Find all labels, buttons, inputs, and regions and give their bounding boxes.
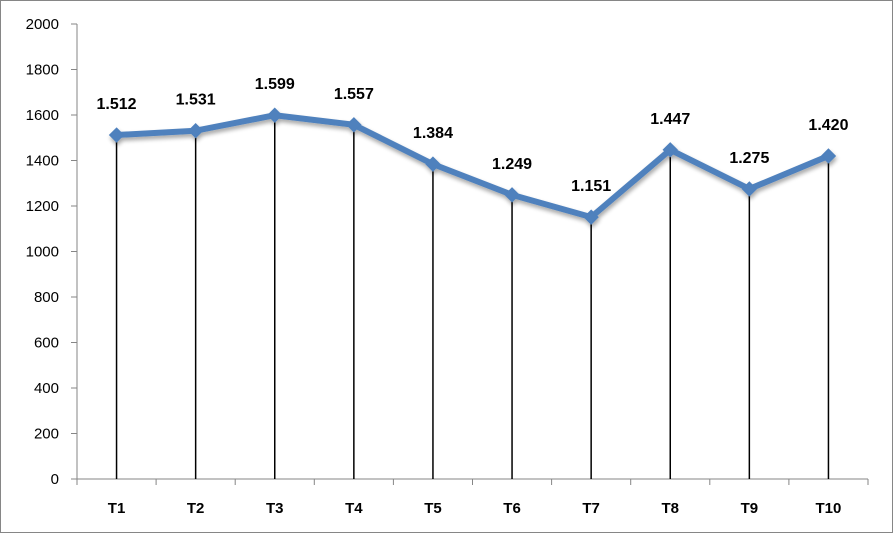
data-point-marker (583, 209, 599, 225)
x-category-label: T10 (816, 500, 842, 517)
data-label: 1.447 (650, 111, 690, 128)
data-point-marker (741, 181, 758, 197)
x-category-label: T7 (582, 500, 600, 517)
data-point-marker (820, 148, 837, 164)
y-tick-label: 1400 (26, 153, 59, 170)
data-point-marker (425, 156, 441, 172)
data-point-marker (346, 117, 362, 133)
y-tick-label: 800 (34, 289, 59, 306)
x-category-label: T4 (345, 500, 363, 517)
data-labels: 1.512 1.531 1.599 1.557 1.384 1.249 1.151 1.447… (97, 76, 849, 195)
y-tick-label: 400 (34, 380, 59, 397)
data-point-marker (504, 187, 520, 203)
y-tick-label: 1600 (26, 107, 59, 124)
data-label: 1.531 (176, 92, 216, 109)
data-label: 1.384 (413, 125, 453, 142)
data-label: 1.557 (334, 86, 374, 103)
y-tick-label: 0 (51, 471, 59, 488)
data-label: 1.512 (97, 96, 137, 113)
x-category-label: T1 (108, 500, 126, 517)
y-tick-label: 1800 (26, 62, 59, 79)
data-label: 1.249 (492, 156, 532, 173)
data-point-marker (662, 142, 678, 158)
x-category-label: T6 (503, 500, 521, 517)
x-axis: T1 T2 T3 T4 T5 T6 T7 T8 T9 T10 (76, 478, 869, 517)
x-category-label: T9 (741, 500, 759, 517)
series-line-group (108, 107, 837, 225)
y-tick-label: 200 (34, 426, 59, 443)
x-category-label: T3 (266, 500, 284, 517)
y-tick-label: 2000 (26, 16, 59, 33)
x-category-label: T5 (424, 500, 442, 517)
y-tick-label: 1000 (26, 244, 59, 261)
data-point-marker (187, 122, 204, 139)
y-tick-label: 1200 (26, 198, 59, 215)
y-axis: 0 200 400 600 800 1000 1200 1400 1600 1800 2000 (26, 16, 78, 488)
data-point-marker (267, 107, 283, 123)
series-line (113, 112, 832, 221)
x-category-label: T8 (661, 500, 679, 517)
drop-lines (115, 115, 830, 479)
data-label: 1.151 (571, 178, 611, 195)
x-category-label: T2 (187, 500, 205, 517)
data-label: 1.599 (255, 76, 295, 93)
y-tick-label: 600 (34, 335, 59, 352)
data-label: 1.420 (808, 117, 848, 134)
data-label: 1.275 (729, 150, 769, 167)
data-point-marker (108, 127, 125, 143)
